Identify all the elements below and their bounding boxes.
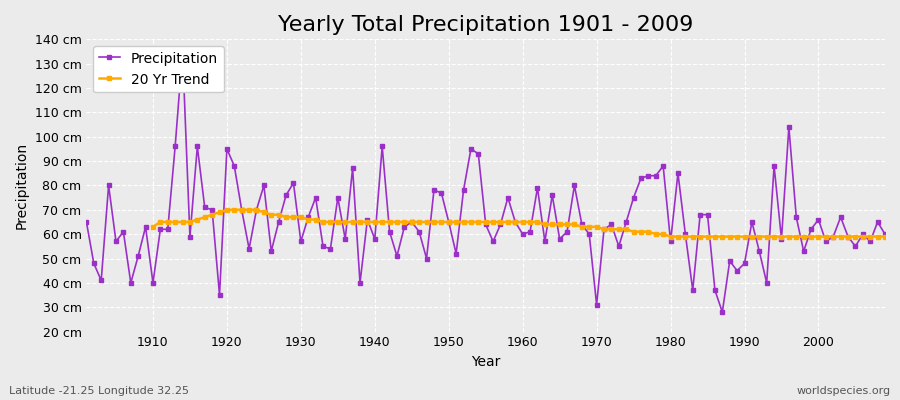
20 Yr Trend bbox=[835, 234, 846, 239]
Precipitation bbox=[518, 232, 528, 236]
X-axis label: Year: Year bbox=[471, 355, 500, 369]
Precipitation bbox=[355, 280, 365, 285]
20 Yr Trend bbox=[591, 224, 602, 229]
Line: Precipitation: Precipitation bbox=[85, 50, 886, 314]
Title: Yearly Total Precipitation 1901 - 2009: Yearly Total Precipitation 1901 - 2009 bbox=[278, 15, 693, 35]
20 Yr Trend bbox=[221, 208, 232, 212]
Precipitation bbox=[717, 310, 728, 314]
20 Yr Trend bbox=[532, 220, 543, 224]
Precipitation bbox=[177, 49, 188, 54]
Y-axis label: Precipitation: Precipitation bbox=[15, 142, 29, 229]
Precipitation bbox=[310, 195, 321, 200]
20 Yr Trend bbox=[148, 224, 158, 229]
Line: 20 Yr Trend: 20 Yr Trend bbox=[151, 208, 886, 238]
20 Yr Trend bbox=[858, 234, 868, 239]
Text: Latitude -21.25 Longitude 32.25: Latitude -21.25 Longitude 32.25 bbox=[9, 386, 189, 396]
20 Yr Trend bbox=[325, 220, 336, 224]
20 Yr Trend bbox=[879, 234, 890, 239]
20 Yr Trend bbox=[295, 215, 306, 220]
Precipitation bbox=[614, 244, 625, 249]
Legend: Precipitation, 20 Yr Trend: Precipitation, 20 Yr Trend bbox=[94, 46, 223, 92]
Text: worldspecies.org: worldspecies.org bbox=[796, 386, 891, 396]
Precipitation bbox=[525, 229, 535, 234]
Precipitation bbox=[81, 220, 92, 224]
Precipitation bbox=[879, 232, 890, 236]
20 Yr Trend bbox=[665, 234, 676, 239]
Precipitation bbox=[140, 224, 151, 229]
